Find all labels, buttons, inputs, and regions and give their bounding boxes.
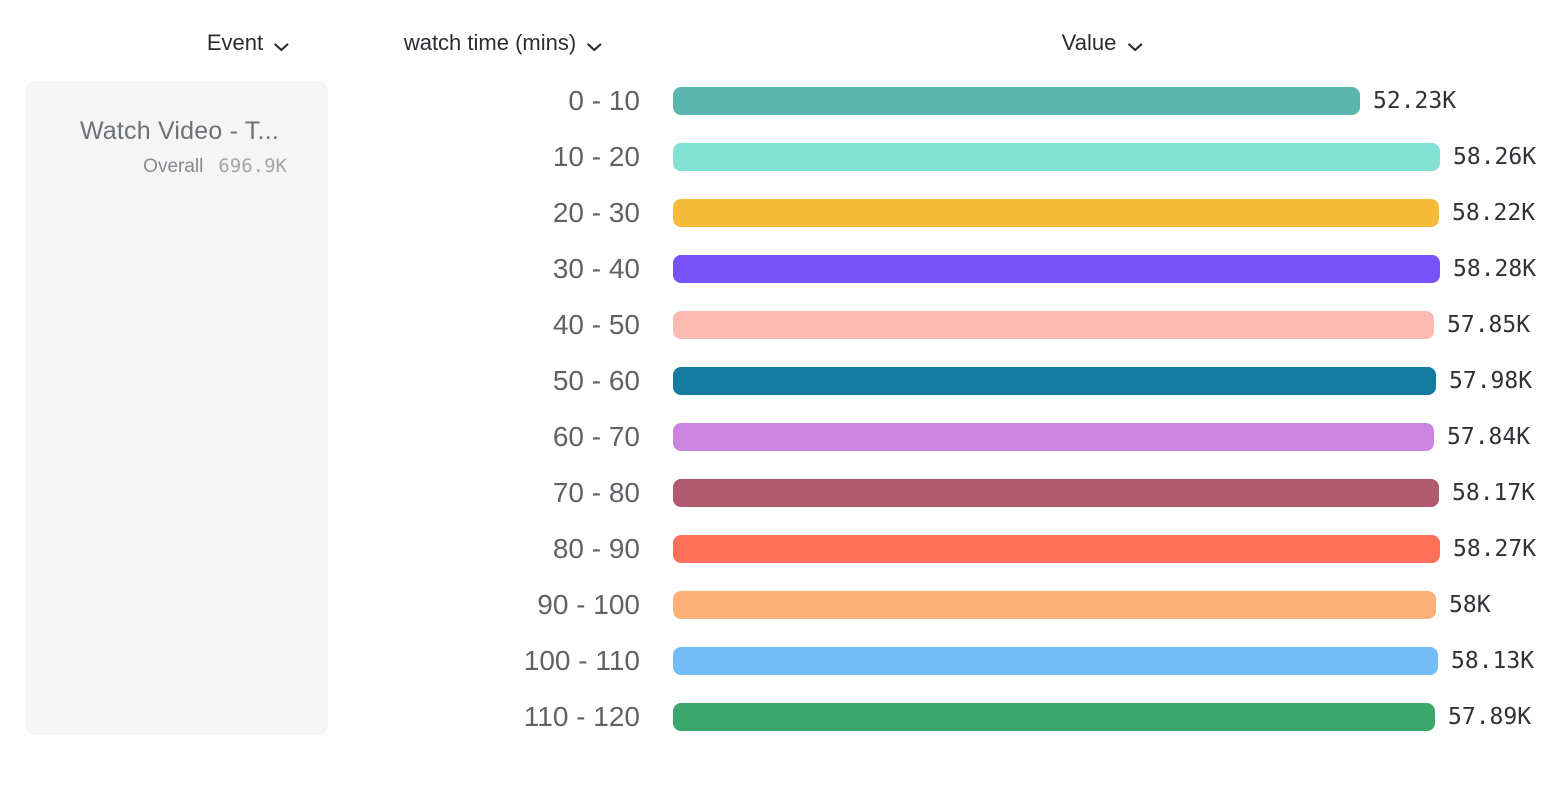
value-column-label: Value — [1061, 30, 1117, 55]
event-card[interactable]: Watch Video - T... Overall 696.9K — [25, 81, 328, 735]
category-label: 110 - 120 — [523, 701, 640, 732]
bar-track: 58.27K — [673, 535, 1568, 563]
bar-track: 57.98K — [673, 367, 1568, 395]
bar-track: 58.22K — [673, 199, 1568, 227]
bar-track: 57.85K — [673, 311, 1568, 339]
bar-row: 60 - 70 57.84K — [0, 409, 1568, 465]
bar-track: 57.84K — [673, 423, 1568, 451]
chevron-down-icon — [1127, 32, 1142, 58]
category-label: 40 - 50 — [552, 309, 640, 340]
bar[interactable] — [673, 255, 1440, 283]
value-label: 58K — [1449, 592, 1491, 618]
bar-track: 58.13K — [673, 647, 1568, 675]
bar[interactable] — [673, 367, 1436, 395]
bar[interactable] — [673, 535, 1440, 563]
event-title: Watch Video - T... — [79, 117, 279, 145]
category-label: 70 - 80 — [552, 477, 640, 508]
bar-row: 50 - 60 57.98K — [0, 353, 1568, 409]
bar-row: 80 - 90 58.27K — [0, 521, 1568, 577]
bar-row: 20 - 30 58.22K — [0, 185, 1568, 241]
bar[interactable] — [673, 591, 1436, 619]
breakdown-column-label: watch time (mins) — [403, 30, 577, 55]
bar-track: 58K — [673, 591, 1568, 619]
value-label: 58.13K — [1451, 648, 1535, 674]
bar-chart: 0 - 10 52.23K 10 - 20 58.26K 20 - 30 58.… — [0, 73, 1568, 745]
bar[interactable] — [673, 143, 1440, 171]
event-column-label: Event — [206, 30, 264, 55]
bar[interactable] — [673, 199, 1439, 227]
bar[interactable] — [673, 423, 1434, 451]
value-label: 57.98K — [1449, 368, 1533, 394]
bar-track: 58.28K — [673, 255, 1568, 283]
category-label: 0 - 10 — [568, 85, 640, 116]
category-label: 80 - 90 — [552, 533, 640, 564]
value-label: 58.26K — [1453, 144, 1537, 170]
bar-row: 40 - 50 57.85K — [0, 297, 1568, 353]
value-label: 58.27K — [1453, 536, 1537, 562]
category-label: 100 - 110 — [523, 645, 640, 676]
bar-row: 10 - 20 58.26K — [0, 129, 1568, 185]
bar[interactable] — [673, 647, 1438, 675]
category-label: 30 - 40 — [552, 253, 640, 284]
value-label: 57.84K — [1447, 424, 1531, 450]
value-label: 57.85K — [1447, 312, 1531, 338]
category-label: 60 - 70 — [552, 421, 640, 452]
category-label: 20 - 30 — [552, 197, 640, 228]
bar-row: 70 - 80 58.17K — [0, 465, 1568, 521]
overall-value: 696.9K — [218, 155, 287, 177]
chevron-down-icon — [274, 32, 289, 58]
bar[interactable] — [673, 479, 1439, 507]
value-label: 52.23K — [1373, 88, 1457, 114]
bar[interactable] — [673, 703, 1435, 731]
value-label: 58.22K — [1452, 200, 1536, 226]
bar-track: 52.23K — [673, 87, 1568, 115]
category-label: 10 - 20 — [552, 141, 640, 172]
bar-track: 58.26K — [673, 143, 1568, 171]
overall-label: Overall — [143, 156, 204, 177]
bar-row: 90 - 100 58K — [0, 577, 1568, 633]
bar-row: 100 - 110 58.13K — [0, 633, 1568, 689]
chevron-down-icon — [587, 32, 602, 58]
value-label: 57.89K — [1448, 704, 1532, 730]
value-label: 58.28K — [1453, 256, 1537, 282]
value-label: 58.17K — [1452, 480, 1536, 506]
bar-row: 30 - 40 58.28K — [0, 241, 1568, 297]
category-label: 50 - 60 — [552, 365, 640, 396]
category-label: 90 - 100 — [537, 589, 640, 620]
bar-row: 110 - 120 57.89K — [0, 689, 1568, 745]
breakdown-column-header[interactable]: watch time (mins) — [404, 28, 602, 58]
bar[interactable] — [673, 311, 1434, 339]
bar[interactable] — [673, 87, 1360, 115]
bar-track: 58.17K — [673, 479, 1568, 507]
event-column-header[interactable]: Event — [207, 28, 289, 58]
value-column-header[interactable]: Value — [1062, 28, 1143, 58]
bar-track: 57.89K — [673, 703, 1568, 731]
bar-row: 0 - 10 52.23K — [0, 73, 1568, 129]
